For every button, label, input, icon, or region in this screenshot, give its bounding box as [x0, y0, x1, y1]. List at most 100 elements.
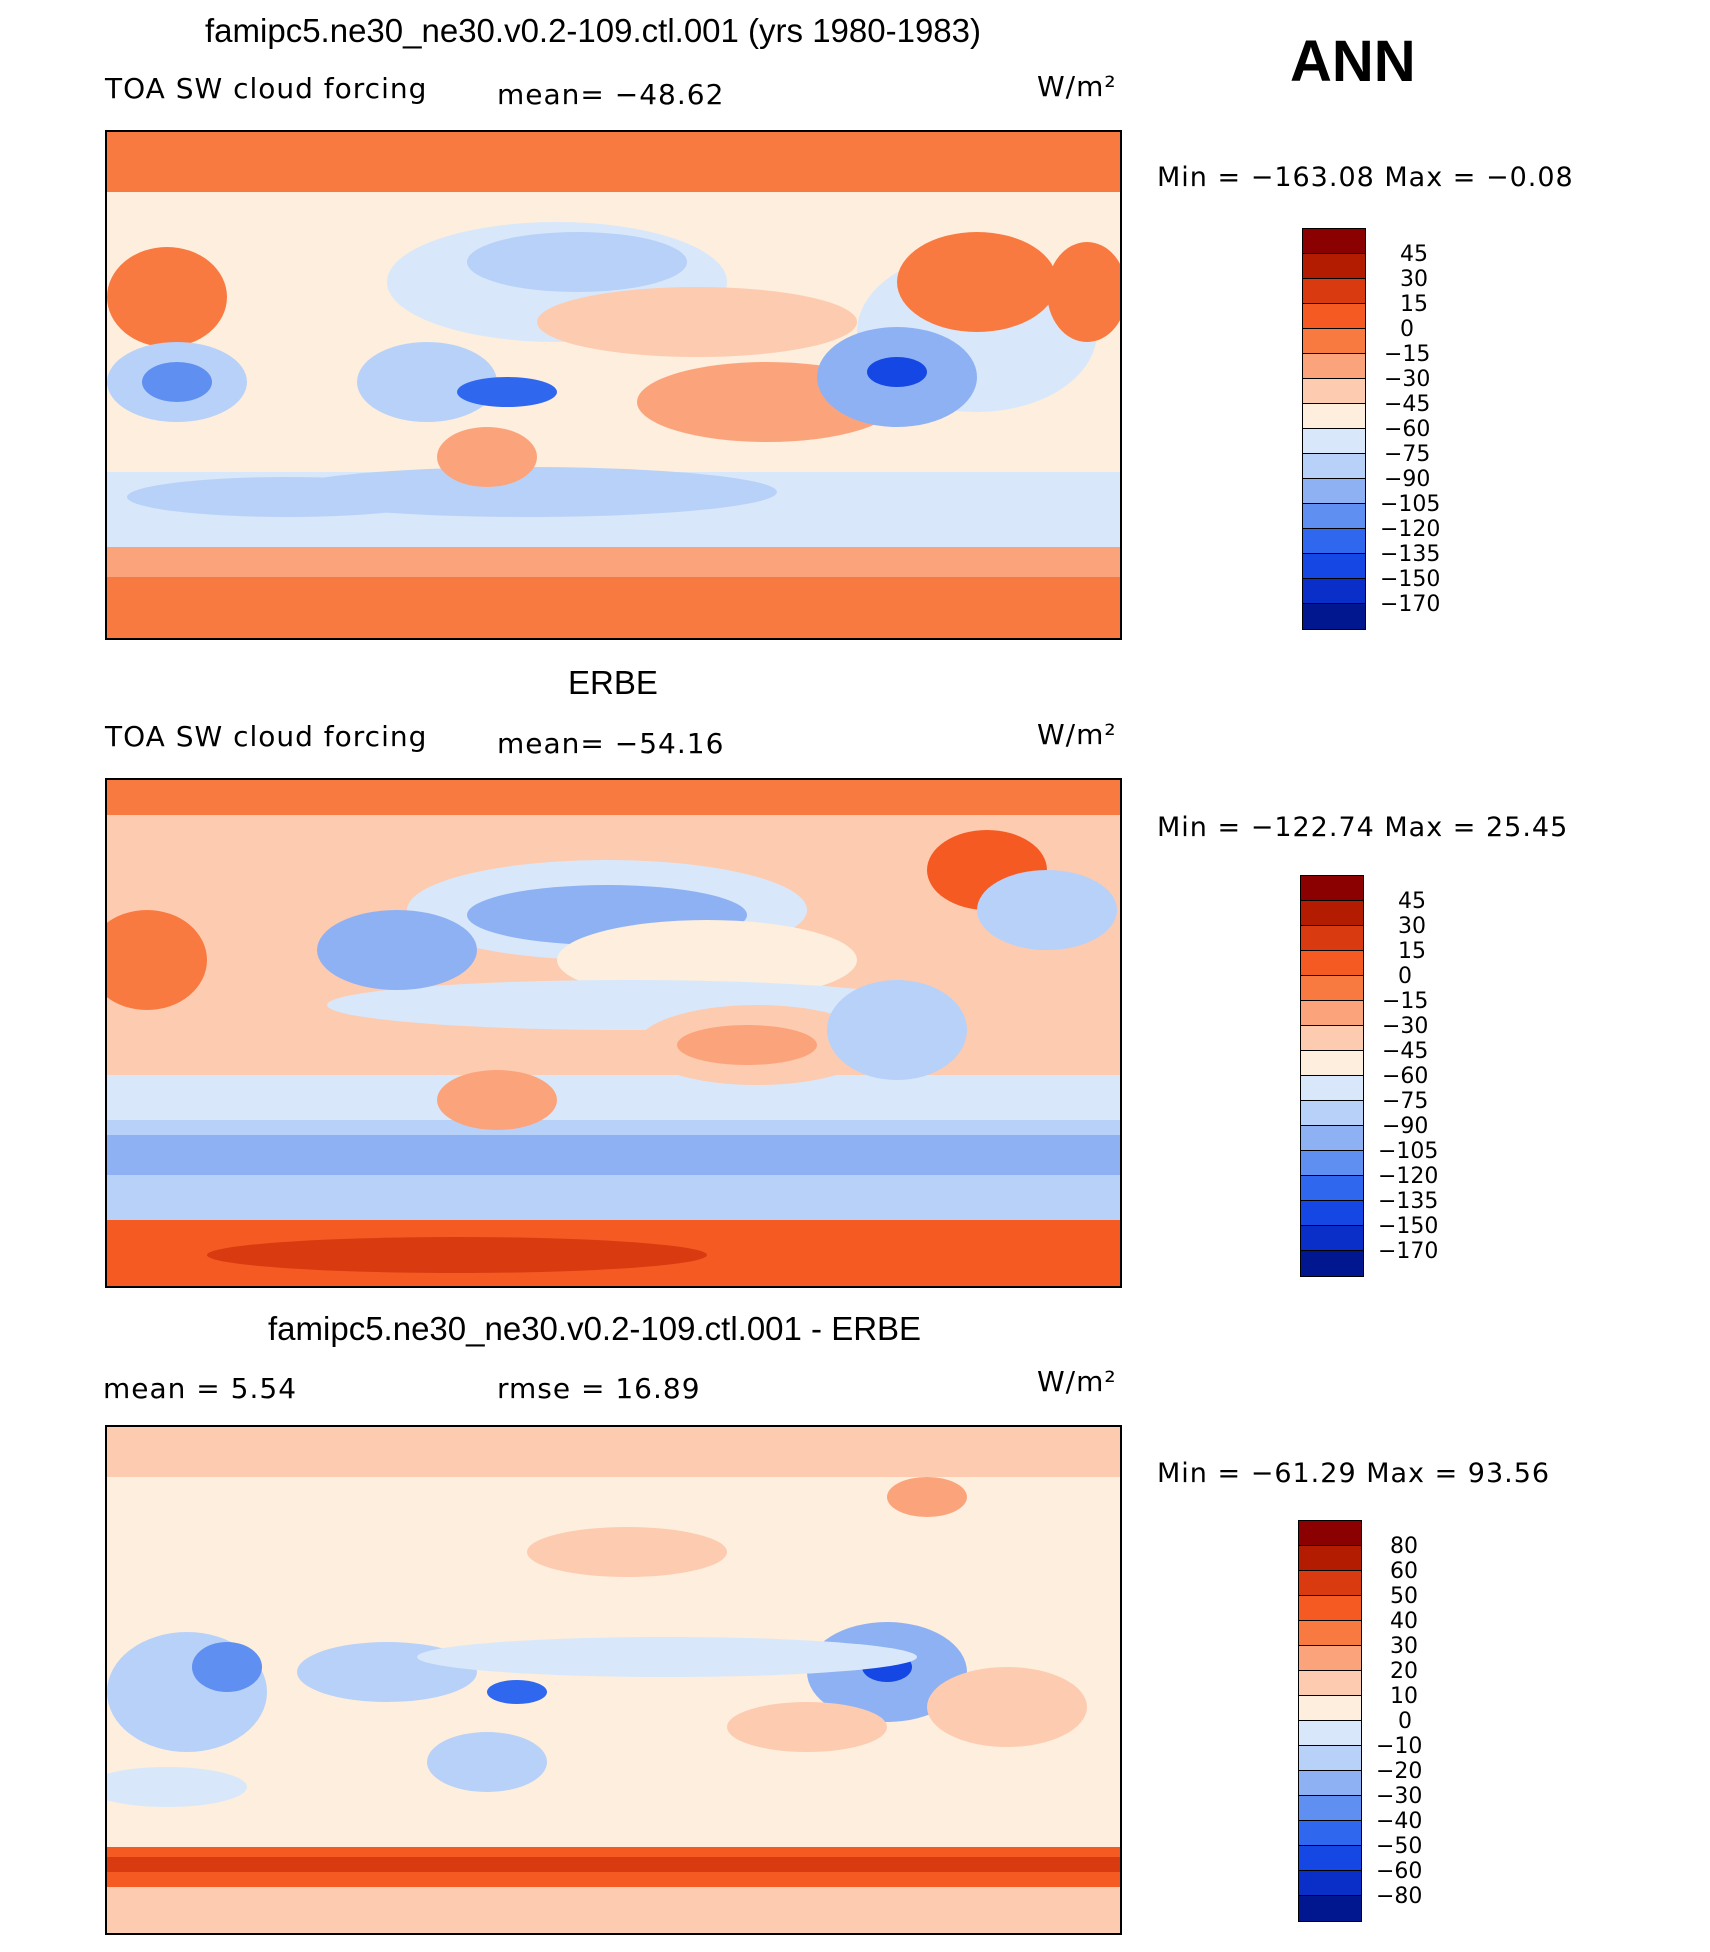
colorbar-cell: [1301, 1026, 1363, 1051]
panel-3-map: [105, 1425, 1122, 1935]
colorbar-cell: [1301, 1001, 1363, 1026]
colorbar-tick: −60: [1376, 1859, 1423, 1884]
colorbar-tick: 50: [1390, 1584, 1418, 1609]
panel-3-rmse: rmse = 16.89: [497, 1372, 701, 1405]
panel-1-minmax: Min = −163.08 Max = −0.08: [1157, 162, 1574, 193]
colorbar-tick: −45: [1384, 392, 1431, 417]
colorbar-tick: 45: [1398, 889, 1426, 914]
colorbar-tick: −60: [1382, 1064, 1429, 1089]
colorbar-tick: −170: [1380, 592, 1441, 617]
panel-3-map-svg: [107, 1427, 1120, 1933]
panel-3-colorbar: [1298, 1520, 1362, 1922]
colorbar-tick: −120: [1378, 1164, 1439, 1189]
colorbar-cell: [1303, 454, 1365, 479]
colorbar-tick: −135: [1378, 1189, 1439, 1214]
colorbar-cell: [1303, 229, 1365, 254]
colorbar-cell: [1301, 1101, 1363, 1126]
colorbar-cell: [1299, 1796, 1361, 1821]
colorbar-cell: [1301, 1226, 1363, 1251]
colorbar-tick: −90: [1382, 1114, 1429, 1139]
colorbar-cell: [1299, 1621, 1361, 1646]
colorbar-tick: 0: [1400, 317, 1414, 342]
colorbar-cell: [1303, 379, 1365, 404]
colorbar-tick: 60: [1390, 1559, 1418, 1584]
colorbar-tick: 30: [1390, 1634, 1418, 1659]
colorbar-cell: [1299, 1646, 1361, 1671]
colorbar-cell: [1299, 1696, 1361, 1721]
colorbar-tick: −120: [1380, 517, 1441, 542]
colorbar-cell: [1301, 976, 1363, 1001]
colorbar-tick: 15: [1400, 292, 1428, 317]
colorbar-tick: −45: [1382, 1039, 1429, 1064]
panel-1-title: famipc5.ne30_ne30.v0.2-109.ctl.001 (yrs …: [205, 12, 981, 49]
colorbar-tick: −15: [1382, 989, 1429, 1014]
colorbar-cell: [1303, 479, 1365, 504]
colorbar-tick: −30: [1382, 1014, 1429, 1039]
panel-2-minmax: Min = −122.74 Max = 25.45: [1157, 812, 1569, 843]
colorbar-cell: [1299, 1571, 1361, 1596]
colorbar-tick: −10: [1376, 1734, 1423, 1759]
colorbar-cell: [1299, 1746, 1361, 1771]
colorbar-cell: [1301, 1126, 1363, 1151]
colorbar-tick: −60: [1384, 417, 1431, 442]
colorbar-tick: −150: [1378, 1214, 1439, 1239]
colorbar-cell: [1299, 1596, 1361, 1621]
colorbar-cell: [1303, 304, 1365, 329]
colorbar-cell: [1301, 1176, 1363, 1201]
panel-2-mean: mean= −54.16: [497, 727, 725, 760]
colorbar-cell: [1303, 329, 1365, 354]
panel-2-map-svg: [107, 780, 1120, 1286]
colorbar-tick: −15: [1384, 342, 1431, 367]
panel-3-minmax: Min = −61.29 Max = 93.56: [1157, 1458, 1551, 1489]
colorbar-cell: [1301, 1076, 1363, 1101]
colorbar-tick: 15: [1398, 939, 1426, 964]
colorbar-cell: [1299, 1771, 1361, 1796]
colorbar-cell: [1303, 404, 1365, 429]
panel-1-map: [105, 130, 1122, 640]
colorbar-cell: [1303, 254, 1365, 279]
colorbar-cell: [1299, 1871, 1361, 1896]
colorbar-cell: [1303, 279, 1365, 304]
panel-1-colorbar: [1302, 228, 1366, 630]
colorbar-tick: −135: [1380, 542, 1441, 567]
colorbar-cell: [1301, 926, 1363, 951]
panel-2-map: [105, 778, 1122, 1288]
colorbar-tick: −20: [1376, 1759, 1423, 1784]
colorbar-tick: −90: [1384, 467, 1431, 492]
colorbar-tick: −50: [1376, 1834, 1423, 1859]
panel-2-title: ERBE: [568, 664, 658, 701]
season-label: ANN: [1290, 29, 1416, 94]
colorbar-tick: 30: [1398, 914, 1426, 939]
colorbar-tick: −40: [1376, 1809, 1423, 1834]
colorbar-tick: 20: [1390, 1659, 1418, 1684]
panel-3-title: famipc5.ne30_ne30.v0.2-109.ctl.001 - ERB…: [268, 1310, 922, 1347]
panel-1-field-label: TOA SW cloud forcing: [105, 72, 428, 105]
colorbar-cell: [1299, 1721, 1361, 1746]
colorbar-cell: [1303, 529, 1365, 554]
colorbar-tick: 30: [1400, 267, 1428, 292]
colorbar-tick: −80: [1376, 1884, 1423, 1909]
colorbar-cell: [1303, 579, 1365, 604]
colorbar-cell: [1303, 554, 1365, 579]
colorbar-tick: −75: [1382, 1089, 1429, 1114]
panel-2-field-label: TOA SW cloud forcing: [105, 720, 428, 753]
panel-1-mean: mean= −48.62: [497, 78, 725, 111]
colorbar-tick: −105: [1380, 492, 1441, 517]
colorbar-cell: [1303, 504, 1365, 529]
colorbar-cell: [1299, 1846, 1361, 1871]
colorbar-cell: [1299, 1521, 1361, 1546]
panel-3-units: W/m²: [1037, 1365, 1117, 1398]
colorbar-tick: −30: [1384, 367, 1431, 392]
colorbar-tick: −30: [1376, 1784, 1423, 1809]
colorbar-cell: [1299, 1671, 1361, 1696]
colorbar-cell: [1301, 1201, 1363, 1226]
colorbar-cell: [1299, 1821, 1361, 1846]
panel-2-colorbar: [1300, 875, 1364, 1277]
colorbar-tick: −170: [1378, 1239, 1439, 1264]
panel-3-mean: mean = 5.54: [103, 1372, 298, 1405]
colorbar-cell: [1301, 1251, 1363, 1276]
colorbar-tick: −75: [1384, 442, 1431, 467]
colorbar-cell: [1299, 1546, 1361, 1571]
colorbar-cell: [1301, 901, 1363, 926]
colorbar-tick: 80: [1390, 1534, 1418, 1559]
